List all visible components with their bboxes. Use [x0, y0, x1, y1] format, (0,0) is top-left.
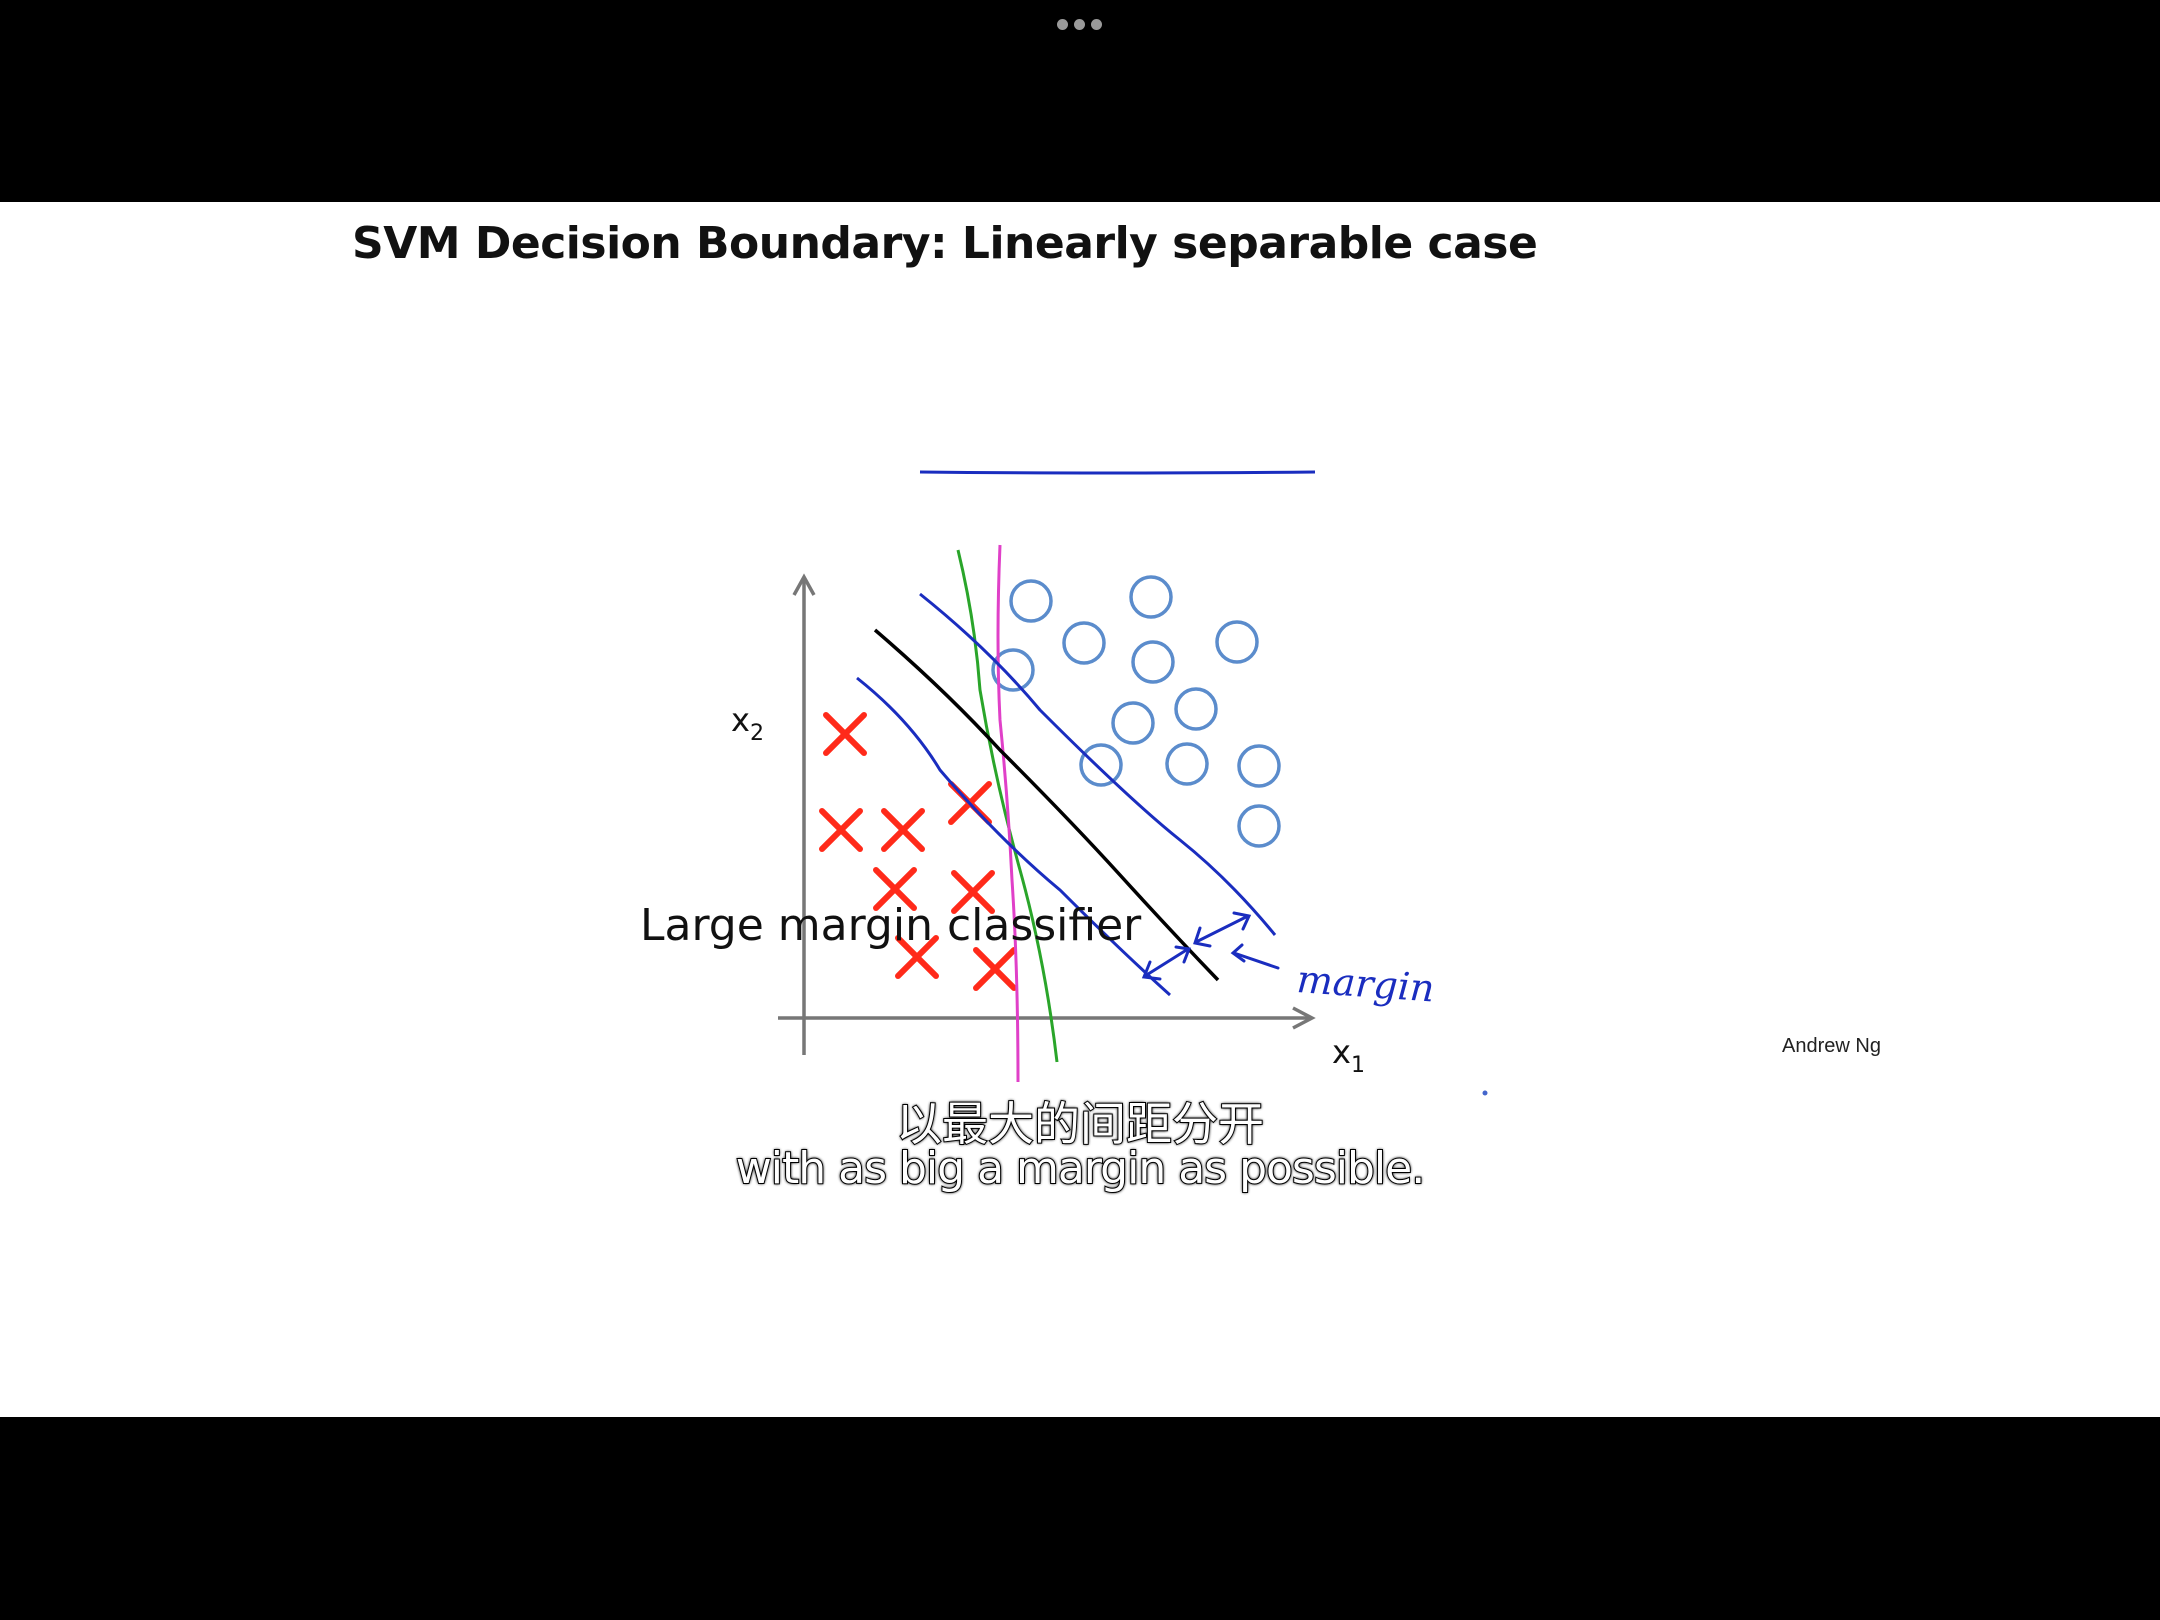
green-boundary-line	[956, 549, 1059, 1063]
circle-point	[1111, 701, 1155, 745]
margin-arrows	[1141, 911, 1280, 981]
x-axis-label: x1	[1332, 1033, 1365, 1078]
cross-point	[819, 808, 863, 852]
lower-margin-line	[856, 676, 1172, 997]
subtitle-english: with as big a margin as possible.	[735, 1142, 1426, 1195]
circle-point	[1237, 744, 1281, 788]
cross-point	[973, 947, 1017, 991]
circle-point	[1062, 621, 1106, 665]
circle-point	[1237, 804, 1281, 848]
stray-dot	[1482, 1090, 1488, 1096]
y-axis-label: x2	[731, 701, 764, 746]
x-axis-arrow	[1292, 1006, 1316, 1030]
magenta-boundary-line	[996, 544, 1020, 1083]
subtitle-chinese: 以最大的间距分开	[895, 1096, 1265, 1152]
axes	[778, 573, 1316, 1055]
dot	[1057, 19, 1068, 30]
decision-boundary-line	[873, 628, 1220, 982]
cross-point	[873, 867, 917, 911]
upper-margin-line	[919, 592, 1277, 936]
circle-point	[1174, 687, 1218, 731]
circle-point	[991, 648, 1035, 692]
cross-point	[823, 712, 867, 756]
video-bottom-bar	[0, 1417, 2160, 1620]
y-axis-arrow	[792, 573, 816, 596]
circle-point	[1009, 579, 1053, 623]
circle-point	[1165, 742, 1209, 786]
slide-caption: Large margin classifier	[640, 900, 1142, 951]
circle-point	[1131, 640, 1175, 684]
video-top-bar	[0, 0, 2160, 202]
cross-point	[881, 808, 925, 852]
dot	[1074, 19, 1085, 30]
circle-point	[1079, 743, 1123, 787]
author-credit: Andrew Ng	[1782, 1035, 1881, 1057]
circle-point	[1215, 620, 1259, 664]
dot	[1091, 19, 1102, 30]
more-dots-icon[interactable]	[1057, 19, 1105, 31]
positive-examples	[991, 575, 1281, 848]
title-underline	[919, 470, 1316, 475]
cross-point	[895, 935, 939, 979]
circle-point	[1129, 575, 1173, 619]
slide-title: SVM Decision Boundary: Linearly separabl…	[352, 218, 1538, 269]
cross-point	[951, 870, 995, 914]
margin-annotation: margin	[1295, 957, 1436, 1011]
slide-area	[0, 202, 2160, 1417]
